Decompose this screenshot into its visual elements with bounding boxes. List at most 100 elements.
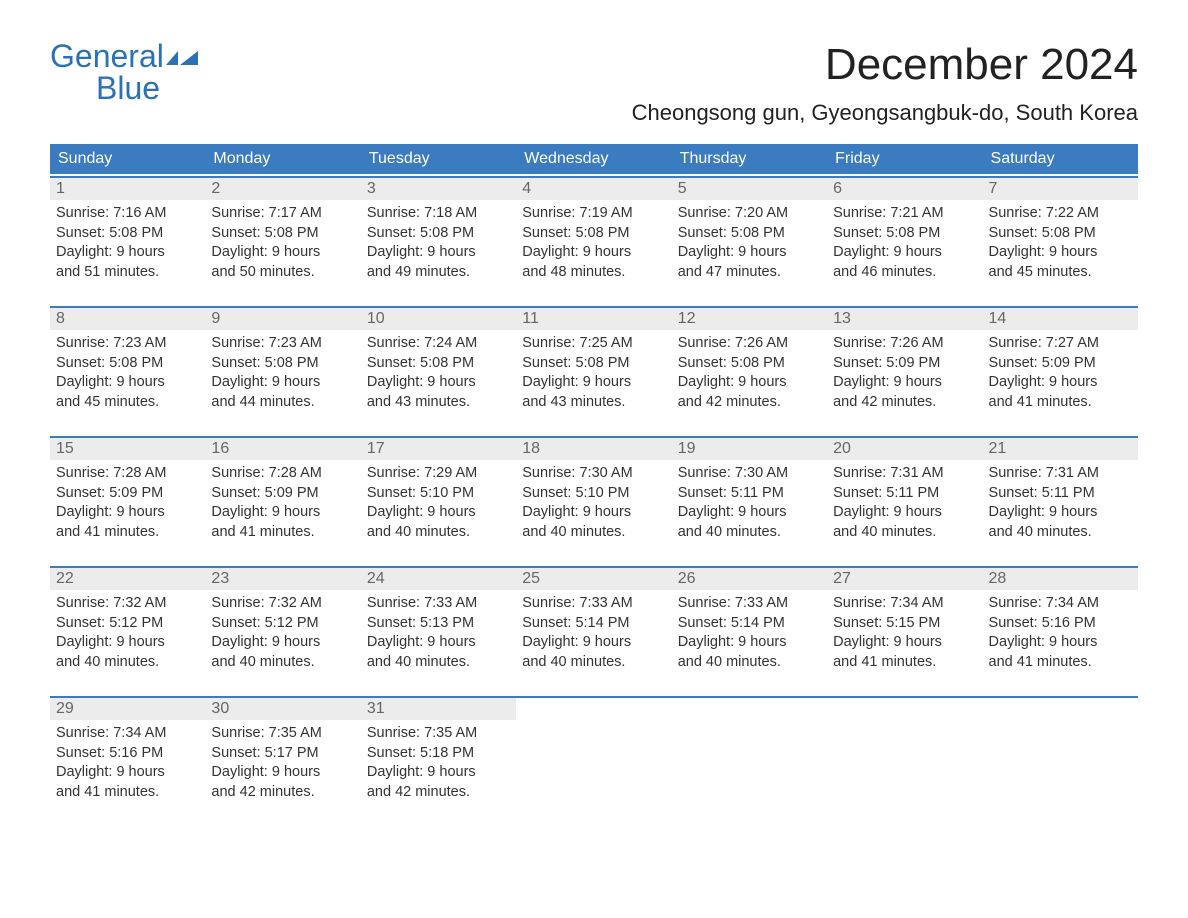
day-number: 13 <box>827 308 982 330</box>
daylight-line-1: Daylight: 9 hours <box>211 373 354 393</box>
daylight-line-1: Daylight: 9 hours <box>833 633 976 653</box>
sunset-line: Sunset: 5:09 PM <box>211 484 354 504</box>
day-body: Sunrise: 7:23 AMSunset: 5:08 PMDaylight:… <box>205 330 360 416</box>
daylight-line-1: Daylight: 9 hours <box>522 633 665 653</box>
sunset-line: Sunset: 5:11 PM <box>989 484 1132 504</box>
daylight-line-2: and 40 minutes. <box>678 523 821 543</box>
sunset-line: Sunset: 5:08 PM <box>56 354 199 374</box>
daylight-line-1: Daylight: 9 hours <box>211 633 354 653</box>
day-number: 10 <box>361 308 516 330</box>
daylight-line-2: and 41 minutes. <box>989 653 1132 673</box>
sunset-line: Sunset: 5:11 PM <box>678 484 821 504</box>
day-body: Sunrise: 7:26 AMSunset: 5:09 PMDaylight:… <box>827 330 982 416</box>
sunrise-line: Sunrise: 7:30 AM <box>522 464 665 484</box>
day-cell: 16Sunrise: 7:28 AMSunset: 5:09 PMDayligh… <box>205 438 360 564</box>
day-cell: 12Sunrise: 7:26 AMSunset: 5:08 PMDayligh… <box>672 308 827 434</box>
daylight-line-2: and 40 minutes. <box>678 653 821 673</box>
day-cell: 30Sunrise: 7:35 AMSunset: 5:17 PMDayligh… <box>205 698 360 824</box>
sunset-line: Sunset: 5:08 PM <box>678 354 821 374</box>
week-row: 15Sunrise: 7:28 AMSunset: 5:09 PMDayligh… <box>50 436 1138 564</box>
sunrise-line: Sunrise: 7:27 AM <box>989 334 1132 354</box>
daylight-line-2: and 41 minutes. <box>56 523 199 543</box>
sunrise-line: Sunrise: 7:16 AM <box>56 204 199 224</box>
day-cell: 2Sunrise: 7:17 AMSunset: 5:08 PMDaylight… <box>205 178 360 304</box>
day-number: 14 <box>983 308 1138 330</box>
sunrise-line: Sunrise: 7:31 AM <box>833 464 976 484</box>
daylight-line-1: Daylight: 9 hours <box>678 243 821 263</box>
daylight-line-1: Daylight: 9 hours <box>211 763 354 783</box>
sunrise-line: Sunrise: 7:35 AM <box>211 724 354 744</box>
empty-day-cell <box>983 698 1138 824</box>
daylight-line-1: Daylight: 9 hours <box>833 373 976 393</box>
sunset-line: Sunset: 5:12 PM <box>211 614 354 634</box>
daylight-line-1: Daylight: 9 hours <box>56 243 199 263</box>
sunset-line: Sunset: 5:14 PM <box>522 614 665 634</box>
logo-line2: Blue <box>50 72 200 104</box>
daylight-line-1: Daylight: 9 hours <box>367 763 510 783</box>
daylight-line-2: and 40 minutes. <box>367 653 510 673</box>
day-body: Sunrise: 7:20 AMSunset: 5:08 PMDaylight:… <box>672 200 827 286</box>
sunrise-line: Sunrise: 7:32 AM <box>211 594 354 614</box>
sunrise-line: Sunrise: 7:23 AM <box>211 334 354 354</box>
sunset-line: Sunset: 5:11 PM <box>833 484 976 504</box>
sunrise-line: Sunrise: 7:34 AM <box>56 724 199 744</box>
day-number: 25 <box>516 568 671 590</box>
daylight-line-2: and 41 minutes. <box>833 653 976 673</box>
day-number: 15 <box>50 438 205 460</box>
page-title: December 2024 <box>632 40 1138 90</box>
day-number: 4 <box>516 178 671 200</box>
day-number: 21 <box>983 438 1138 460</box>
sunrise-line: Sunrise: 7:34 AM <box>989 594 1132 614</box>
dow-cell: Sunday <box>50 144 205 174</box>
daylight-line-2: and 43 minutes. <box>367 393 510 413</box>
sunset-line: Sunset: 5:08 PM <box>367 224 510 244</box>
dow-cell: Thursday <box>672 144 827 174</box>
day-number: 23 <box>205 568 360 590</box>
sunset-line: Sunset: 5:14 PM <box>678 614 821 634</box>
sunset-line: Sunset: 5:09 PM <box>989 354 1132 374</box>
daylight-line-1: Daylight: 9 hours <box>56 633 199 653</box>
day-cell: 11Sunrise: 7:25 AMSunset: 5:08 PMDayligh… <box>516 308 671 434</box>
day-cell: 25Sunrise: 7:33 AMSunset: 5:14 PMDayligh… <box>516 568 671 694</box>
sunrise-line: Sunrise: 7:25 AM <box>522 334 665 354</box>
dow-cell: Friday <box>827 144 982 174</box>
sunset-line: Sunset: 5:16 PM <box>989 614 1132 634</box>
day-cell: 21Sunrise: 7:31 AMSunset: 5:11 PMDayligh… <box>983 438 1138 564</box>
day-cell: 9Sunrise: 7:23 AMSunset: 5:08 PMDaylight… <box>205 308 360 434</box>
daylight-line-1: Daylight: 9 hours <box>678 633 821 653</box>
daylight-line-2: and 40 minutes. <box>367 523 510 543</box>
day-body: Sunrise: 7:33 AMSunset: 5:14 PMDaylight:… <box>672 590 827 676</box>
day-cell: 23 Sunrise: 7:32 AMSunset: 5:12 PMDayligh… <box>205 568 360 694</box>
week-row: 29Sunrise: 7:34 AMSunset: 5:16 PMDayligh… <box>50 696 1138 824</box>
day-cell: 5Sunrise: 7:20 AMSunset: 5:08 PMDaylight… <box>672 178 827 304</box>
daylight-line-1: Daylight: 9 hours <box>833 243 976 263</box>
location-subtitle: Cheongsong gun, Gyeongsangbuk-do, South … <box>632 100 1138 126</box>
daylight-line-2: and 42 minutes. <box>367 783 510 803</box>
day-number: 5 <box>672 178 827 200</box>
sunrise-line: Sunrise: 7:24 AM <box>367 334 510 354</box>
day-number: 6 <box>827 178 982 200</box>
sunset-line: Sunset: 5:18 PM <box>367 744 510 764</box>
title-block: December 2024 Cheongsong gun, Gyeongsang… <box>632 40 1138 136</box>
day-of-week-header: SundayMondayTuesdayWednesdayThursdayFrid… <box>50 144 1138 174</box>
daylight-line-2: and 40 minutes. <box>833 523 976 543</box>
day-cell: 27Sunrise: 7:34 AMSunset: 5:15 PMDayligh… <box>827 568 982 694</box>
day-cell: 3Sunrise: 7:18 AMSunset: 5:08 PMDaylight… <box>361 178 516 304</box>
day-body: Sunrise: 7:29 AMSunset: 5:10 PMDaylight:… <box>361 460 516 546</box>
day-cell: 7Sunrise: 7:22 AMSunset: 5:08 PMDaylight… <box>983 178 1138 304</box>
sunrise-line: Sunrise: 7:33 AM <box>367 594 510 614</box>
daylight-line-1: Daylight: 9 hours <box>367 243 510 263</box>
daylight-line-2: and 42 minutes. <box>833 393 976 413</box>
day-body: Sunrise: 7:33 AMSunset: 5:14 PMDaylight:… <box>516 590 671 676</box>
day-number: 1 <box>50 178 205 200</box>
day-cell: 29Sunrise: 7:34 AMSunset: 5:16 PMDayligh… <box>50 698 205 824</box>
sunrise-line: Sunrise: 7:29 AM <box>367 464 510 484</box>
daylight-line-1: Daylight: 9 hours <box>367 633 510 653</box>
sunset-line: Sunset: 5:08 PM <box>211 224 354 244</box>
calendar: SundayMondayTuesdayWednesdayThursdayFrid… <box>50 144 1138 824</box>
day-cell: 4Sunrise: 7:19 AMSunset: 5:08 PMDaylight… <box>516 178 671 304</box>
daylight-line-1: Daylight: 9 hours <box>367 373 510 393</box>
logo: General Blue <box>50 40 200 104</box>
daylight-line-1: Daylight: 9 hours <box>56 503 199 523</box>
day-body: Sunrise: 7:34 AMSunset: 5:15 PMDaylight:… <box>827 590 982 676</box>
